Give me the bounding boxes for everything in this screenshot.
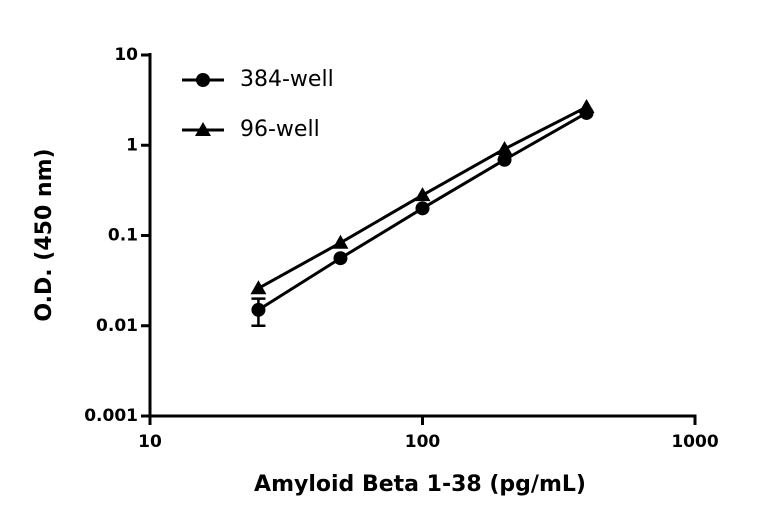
x-tick-label: 1000 [671, 432, 718, 452]
x-axis-title: Amyloid Beta 1-38 (pg/mL) [254, 472, 586, 497]
y-tick-label: 10 [114, 45, 138, 65]
data-point [578, 99, 595, 114]
data-point [497, 152, 512, 167]
data-point [496, 140, 513, 155]
legend-label: 384-well [240, 67, 334, 92]
data-point [414, 187, 431, 202]
legend-marker [195, 122, 211, 136]
data-point [250, 280, 267, 295]
legend-label: 96-well [240, 117, 320, 142]
y-axis-title: O.D. (450 nm) [32, 148, 57, 321]
data-point [251, 302, 266, 317]
y-tick-label: 0.01 [96, 316, 138, 336]
y-tick-label: 0.1 [108, 226, 138, 246]
data-point [333, 251, 348, 266]
y-tick-label: 1 [126, 135, 138, 155]
y-tick-label: 0.001 [84, 406, 138, 426]
x-tick-label: 10 [138, 432, 162, 452]
x-tick-label: 100 [405, 432, 441, 452]
data-point [332, 234, 349, 249]
legend-marker [196, 73, 210, 87]
data-point [415, 201, 430, 216]
